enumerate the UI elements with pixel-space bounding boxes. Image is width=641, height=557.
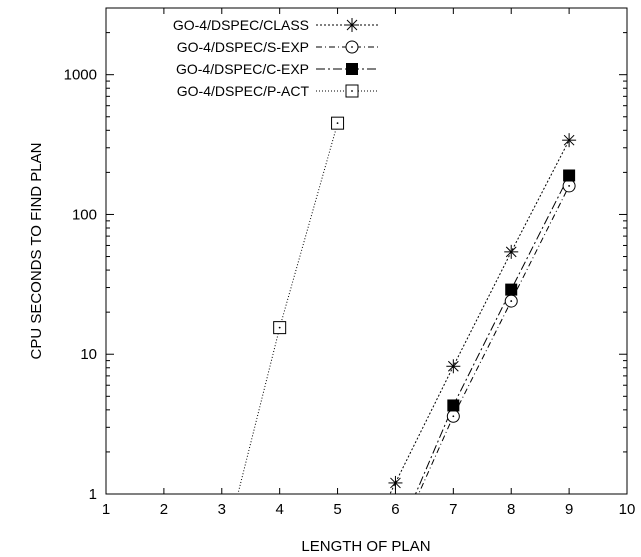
data-point	[562, 179, 576, 193]
legend-marker	[345, 84, 359, 98]
series-line	[414, 175, 570, 494]
axis-ticks	[105, 7, 628, 495]
x-tick-label: 3	[218, 501, 226, 518]
x-tick-label: 9	[565, 501, 573, 518]
x-tick-label: 5	[333, 501, 341, 518]
legend-label: GO-4/DSPEC/P-ACT	[177, 83, 310, 99]
x-axis-title: LENGTH OF PLAN	[301, 538, 430, 555]
series-line	[418, 185, 570, 494]
data-point	[504, 294, 518, 308]
series-line	[389, 139, 570, 494]
data-point	[563, 169, 576, 182]
legend-label: GO-4/DSPEC/C-EXP	[176, 61, 309, 77]
legend: GO-4/DSPEC/CLASS GO-4/DSPEC/S-EXP GO-4/D…	[173, 17, 378, 99]
series-line	[237, 123, 339, 494]
y-tick-label: 10	[80, 346, 97, 363]
y-tick-label: 1	[89, 486, 97, 503]
legend-label: GO-4/DSPEC/S-EXP	[177, 39, 309, 55]
data-point	[505, 283, 518, 296]
data-point	[504, 244, 519, 259]
x-tick-label: 10	[619, 501, 636, 518]
data-point	[388, 475, 403, 490]
axis-tick-labels: 1 2 3 4 5 6 7 8 9 10 1 10 100 1000	[64, 67, 636, 518]
data-point	[446, 359, 461, 374]
x-tick-label: 8	[507, 501, 515, 518]
legend-marker	[345, 40, 359, 54]
data-point	[273, 321, 287, 335]
data-point	[331, 116, 345, 130]
x-tick-label: 4	[275, 501, 283, 518]
data-point	[447, 399, 460, 412]
legend-marker	[345, 18, 359, 32]
x-tick-label: 6	[391, 501, 399, 518]
plot-frame	[105, 7, 628, 495]
y-axis-title: CPU SECONDS TO FIND PLAN	[28, 143, 45, 360]
y-tick-label: 1000	[64, 67, 97, 84]
x-tick-label: 1	[102, 501, 110, 518]
y-tick-label: 100	[72, 206, 97, 223]
data-point	[446, 409, 460, 423]
series-lines	[237, 123, 570, 494]
x-tick-label: 7	[449, 501, 457, 518]
legend-marker	[346, 63, 358, 75]
x-tick-label: 2	[160, 501, 168, 518]
legend-label: GO-4/DSPEC/CLASS	[173, 17, 309, 33]
data-point	[562, 133, 577, 148]
series-markers	[273, 116, 577, 490]
